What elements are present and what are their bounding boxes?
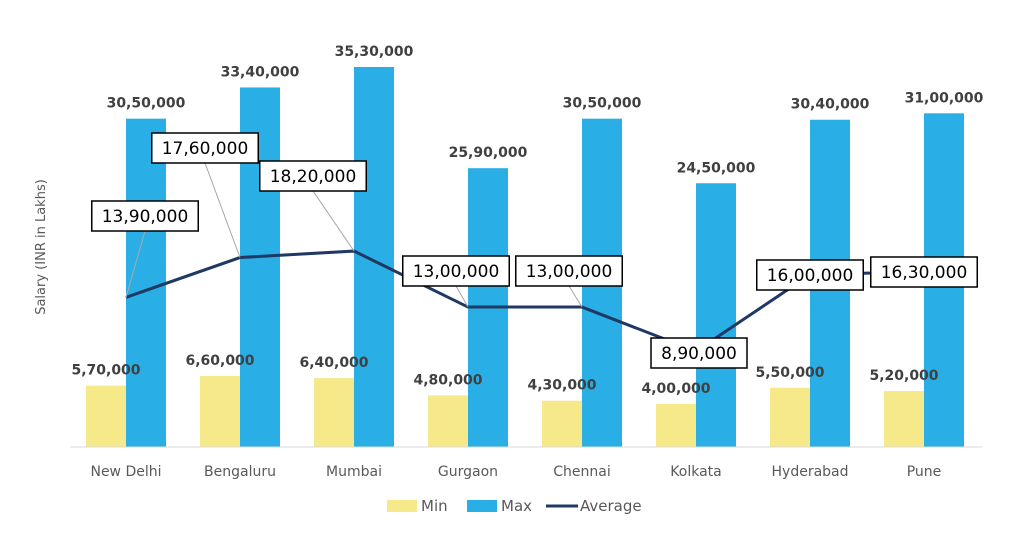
average-callout-box (870, 256, 978, 288)
max-bar (126, 118, 166, 447)
average-data-label: 18,20,000 (270, 167, 357, 187)
category-tick-label: Bengaluru (204, 464, 276, 480)
max-data-label: 30,50,000 (107, 96, 186, 112)
legend-min-swatch (387, 500, 417, 512)
y-axis-label: Salary (INR in Lakhs) (34, 179, 49, 315)
callout-leader (568, 285, 583, 308)
min-data-label: 6,40,000 (299, 355, 368, 371)
callout-leader (125, 230, 146, 298)
min-bar (542, 400, 582, 447)
average-callout-box (151, 132, 259, 164)
average-callout-box (91, 200, 199, 232)
min-bar (884, 391, 924, 447)
min-bar (200, 375, 240, 447)
average-data-label: 13,00,000 (526, 262, 613, 282)
average-callout-box (259, 160, 367, 192)
average-data-label: 17,60,000 (162, 139, 249, 159)
callout-leader (455, 285, 469, 308)
min-data-label: 4,00,000 (641, 381, 710, 397)
min-data-label: 6,60,000 (185, 353, 254, 369)
category-tick-label: Chennai (553, 464, 610, 480)
category-tick-label: Gurgaon (438, 464, 498, 480)
legend-min-label: Min (421, 497, 448, 515)
max-bar (354, 67, 394, 447)
min-bar (314, 378, 354, 447)
max-bar (696, 183, 736, 447)
min-data-label: 5,70,000 (71, 363, 140, 379)
legend-max-swatch (467, 500, 497, 512)
max-data-label: 30,40,000 (791, 97, 870, 113)
max-data-label: 35,30,000 (335, 44, 414, 60)
legend-average-label: Average (580, 497, 642, 515)
average-callout-box (402, 255, 510, 287)
average-data-label: 13,00,000 (413, 262, 500, 282)
callout-leader (312, 190, 355, 252)
category-tick-label: Hyderabad (772, 464, 849, 480)
average-callout-box (650, 337, 748, 369)
min-data-label: 4,30,000 (527, 378, 596, 394)
min-bar (428, 395, 468, 447)
max-data-label: 25,90,000 (449, 145, 528, 161)
min-bar (86, 385, 126, 447)
category-tick-label: Mumbai (326, 464, 382, 480)
average-data-label: 16,30,000 (881, 263, 968, 283)
legend-max-label: Max (501, 497, 532, 515)
average-data-label: 13,90,000 (102, 207, 189, 227)
min-data-label: 5,50,000 (755, 365, 824, 381)
callout-leader (204, 162, 241, 258)
min-data-label: 5,20,000 (869, 368, 938, 384)
average-callout-box (756, 259, 864, 291)
max-data-label: 24,50,000 (677, 160, 756, 176)
min-data-label: 4,80,000 (413, 372, 482, 388)
max-data-label: 33,40,000 (221, 64, 300, 80)
category-tick-label: New Delhi (90, 464, 161, 480)
category-tick-label: Pune (907, 464, 942, 480)
max-data-label: 31,00,000 (905, 90, 984, 106)
max-data-label: 30,50,000 (563, 96, 642, 112)
min-bar (656, 403, 696, 447)
category-tick-label: Kolkata (670, 464, 721, 480)
average-data-label: 8,90,000 (661, 344, 737, 364)
average-data-label: 16,00,000 (767, 266, 854, 286)
average-callout-box (515, 255, 623, 287)
min-bar (770, 387, 810, 447)
